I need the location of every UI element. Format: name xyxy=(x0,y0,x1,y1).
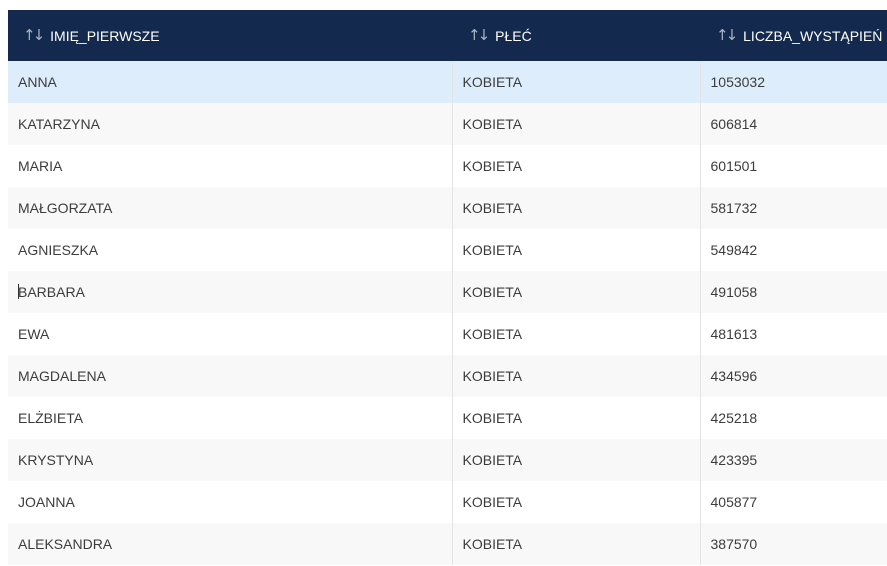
sort-updown-icon[interactable]: ↑↓ xyxy=(23,26,45,44)
cell-name: JOANNA xyxy=(8,481,453,523)
table-row[interactable]: ELŻBIETA KOBIETA 425218 xyxy=(8,397,887,439)
table-row[interactable]: MAŁGORZATA KOBIETA 581732 xyxy=(8,187,887,229)
table-row[interactable]: ANNA KOBIETA 1053032 xyxy=(8,61,887,103)
cell-name: ALEKSANDRA xyxy=(8,523,453,565)
cell-count: 606814 xyxy=(700,103,887,145)
cell-name: BARBARA xyxy=(18,284,85,300)
cell-gender: KOBIETA xyxy=(452,271,701,313)
cell-count: 549842 xyxy=(700,229,887,271)
cell-count: 405877 xyxy=(700,481,887,523)
cell-gender: KOBIETA xyxy=(452,397,701,439)
column-header-imie-pierwsze[interactable]: ↑↓ IMIĘ_PIERWSZE xyxy=(8,10,452,61)
cell-name: ANNA xyxy=(8,61,453,103)
table-row[interactable]: KRYSTYNA KOBIETA 423395 xyxy=(8,439,887,481)
table-body: ANNA KOBIETA 1053032 KATARZYNA KOBIETA 6… xyxy=(8,61,887,565)
cell-gender: KOBIETA xyxy=(452,313,701,355)
cell-gender: KOBIETA xyxy=(452,523,701,565)
sort-updown-icon[interactable]: ↑↓ xyxy=(716,26,738,44)
cell-gender: KOBIETA xyxy=(452,439,701,481)
cell-gender: KOBIETA xyxy=(452,355,701,397)
table-row[interactable]: MAGDALENA KOBIETA 434596 xyxy=(8,355,887,397)
cell-count: 481613 xyxy=(700,313,887,355)
table-row[interactable]: AGNIESZKA KOBIETA 549842 xyxy=(8,229,887,271)
cell-gender: KOBIETA xyxy=(452,229,701,271)
data-table: ↑↓ IMIĘ_PIERWSZE ↑↓ PŁEĆ ↑↓ LICZBA_WYSTĄ… xyxy=(8,10,887,565)
column-header-plec[interactable]: ↑↓ PŁEĆ xyxy=(452,10,700,61)
column-header-liczba-wystapien[interactable]: ↑↓ LICZBA_WYSTĄPIEŃ xyxy=(700,10,887,61)
cell-count: 581732 xyxy=(700,187,887,229)
cell-gender: KOBIETA xyxy=(452,103,701,145)
table-row[interactable]: ALEKSANDRA KOBIETA 387570 xyxy=(8,523,887,565)
cell-count: 425218 xyxy=(700,397,887,439)
cell-count: 1053032 xyxy=(700,61,887,103)
column-header-label: LICZBA_WYSTĄPIEŃ xyxy=(743,27,883,44)
data-table-container: ↑↓ IMIĘ_PIERWSZE ↑↓ PŁEĆ ↑↓ LICZBA_WYSTĄ… xyxy=(8,10,887,565)
column-header-label: IMIĘ_PIERWSZE xyxy=(50,27,160,44)
cell-gender: KOBIETA xyxy=(452,145,701,187)
cell-gender: KOBIETA xyxy=(452,481,701,523)
cell-name: MAŁGORZATA xyxy=(8,187,453,229)
table-row[interactable]: KATARZYNA KOBIETA 606814 xyxy=(8,103,887,145)
sort-updown-icon[interactable]: ↑↓ xyxy=(468,26,490,44)
table-row[interactable]: JOANNA KOBIETA 405877 xyxy=(8,481,887,523)
table-row[interactable]: MARIA KOBIETA 601501 xyxy=(8,145,887,187)
table-row[interactable]: BARBARA KOBIETA 491058 xyxy=(8,271,887,313)
cell-count: 387570 xyxy=(700,523,887,565)
header-row: ↑↓ IMIĘ_PIERWSZE ↑↓ PŁEĆ ↑↓ LICZBA_WYSTĄ… xyxy=(8,10,887,61)
cell-gender: KOBIETA xyxy=(452,61,701,103)
cell-count: 423395 xyxy=(700,439,887,481)
cell-name: MARIA xyxy=(8,145,453,187)
cell-gender: KOBIETA xyxy=(452,187,701,229)
cell-count: 491058 xyxy=(700,271,887,313)
cell-count: 434596 xyxy=(700,355,887,397)
cell-name: ELŻBIETA xyxy=(8,397,453,439)
cell-name: KRYSTYNA xyxy=(8,439,453,481)
cell-name: AGNIESZKA xyxy=(8,229,453,271)
table-row[interactable]: EWA KOBIETA 481613 xyxy=(8,313,887,355)
text-cursor-caret xyxy=(18,284,19,299)
cell-count: 601501 xyxy=(700,145,887,187)
cell-name-with-caret: BARBARA xyxy=(8,271,453,313)
column-header-label: PŁEĆ xyxy=(495,27,532,44)
cell-name: KATARZYNA xyxy=(8,103,453,145)
cell-name: MAGDALENA xyxy=(8,355,453,397)
table-header: ↑↓ IMIĘ_PIERWSZE ↑↓ PŁEĆ ↑↓ LICZBA_WYSTĄ… xyxy=(8,10,887,61)
cell-name: EWA xyxy=(8,313,453,355)
